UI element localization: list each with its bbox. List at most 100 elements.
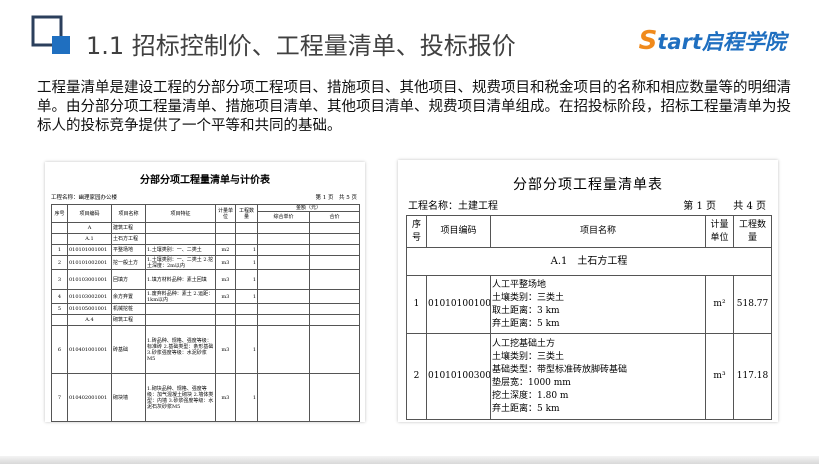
- header-row: 序号 项目编码 项目名称 计量单位 工程数量: [406, 215, 772, 248]
- column-header: 序号: [51, 204, 68, 223]
- table-cell: [308, 303, 361, 315]
- table-cell: 1.砌块品种、规格、强度等级：加气混凝土砌块 2.墙体类型：内墙 3.砂浆强度等…: [145, 373, 216, 422]
- column-header: 计量单位: [215, 204, 236, 223]
- page-total: 共 4 页: [733, 201, 766, 212]
- table-cell: 3: [51, 269, 68, 290]
- amount-header: 金额（元）: [256, 204, 361, 212]
- table-cell: [308, 244, 361, 256]
- table-row: A 建筑工程: [51, 222, 361, 234]
- table-cell: [145, 222, 216, 234]
- column-header: 序号: [406, 215, 427, 248]
- header-icon: [31, 15, 70, 54]
- table-cell: 2: [406, 333, 427, 420]
- table-cell: [235, 314, 258, 326]
- slide-title: 1.1 招标控制价、工程量清单、投标报价: [86, 32, 516, 60]
- table-cell: 1.砖品种、规格、强度等级：标准砖 2.基础类型：条形基础 3.砂浆强度等级：水…: [145, 325, 216, 374]
- table-cell: [257, 303, 310, 315]
- table-cell: [235, 233, 258, 245]
- table-cell: [257, 289, 310, 304]
- table-cell: [308, 255, 361, 270]
- page-info: 第 1 页 共 5 页: [315, 195, 358, 201]
- table-cell: m2: [215, 244, 236, 256]
- table-cell: [145, 233, 216, 245]
- header-row: 序号 项目编码 项目名称 项目特征 计量单位 工程数量 金额（元）: [51, 204, 361, 223]
- table-cell: [257, 325, 310, 374]
- column-header: 综合单价: [257, 211, 310, 223]
- footer-bar: [0, 456, 819, 464]
- table-cell: 010103002001: [67, 289, 112, 304]
- name-line: 基础类型：带型标准砖放脚砖基础: [492, 364, 628, 375]
- table-cell: 010101003001: [426, 333, 491, 420]
- table-row: 2 010101003001 人工挖基础土方 土壤类别：三类土基础类型：带型标准砖放脚…: [406, 333, 772, 420]
- logo: Start启程学院: [639, 26, 786, 56]
- table-cell: m3: [215, 373, 236, 422]
- table-cell: A.1: [67, 233, 112, 245]
- logo-text: tart启程学院: [657, 30, 786, 54]
- table-row: 2 010101002001 挖一般土方 1.土壤类别：一、二类土 2.挖土深度：2m…: [51, 255, 361, 270]
- table-cell: 010101001001: [67, 244, 112, 256]
- table-cell: 1.土壤类别：一、二类土: [145, 244, 216, 256]
- table-cell: [257, 269, 310, 290]
- pricing-table: 序号 项目编码 项目名称 项目特征 计量单位 工程数量 金额（元） 综合单价 合价 A 建筑工程 A.…: [51, 204, 361, 422]
- table-cell: [51, 314, 68, 326]
- table-cell: 建筑工程: [111, 222, 146, 234]
- table-cell: 人工挖基础土方 土壤类别：三类土基础类型：带型标准砖放脚砖基础 垫层宽：1000 m…: [490, 333, 706, 420]
- table-cell: 1: [235, 255, 258, 270]
- table-cell: m3: [215, 289, 236, 304]
- name-line: 人工挖基础土方: [492, 338, 556, 349]
- table-cell: [257, 255, 310, 270]
- table-cell: [215, 233, 236, 245]
- table-row: 1 010101001001 人工平整场地 土壤类别：三类土 取土距离：3 km 弃土距离…: [406, 275, 772, 334]
- name-line: 土壤类别：三类土: [492, 351, 565, 362]
- table-row: 1 010101001001 平整场地 1.土壤类别：一、二类土 m2 1: [51, 244, 361, 256]
- pricing-table-image: 分部分项工程量清单与计价表 工程名称：幽理家园办公楼 第 1 页 共 5 页 序…: [45, 162, 365, 422]
- table-cell: [308, 314, 361, 326]
- table-cell: 1: [51, 244, 68, 256]
- table-title: 分部分项工程量清单与计价表: [140, 175, 270, 186]
- table-row: 4 010103002001 余方弃置 1.废弃料品种：素土 2.运距：1km以内 m3…: [51, 289, 361, 304]
- table-cell: 2: [51, 255, 68, 270]
- table-cell: [51, 233, 68, 245]
- table-cell: 1.填方材料品种：素土回填: [145, 269, 216, 290]
- project-name: 工程名称：幽理家园办公楼: [51, 195, 118, 201]
- table-cell: 4: [51, 289, 68, 304]
- column-header: 合价: [308, 211, 361, 223]
- table-cell: [308, 233, 361, 245]
- name-line: 挖土深度：1.80 m: [492, 390, 569, 401]
- table-cell: 1: [235, 289, 258, 304]
- table-row: A.4 砌筑工程: [51, 314, 361, 326]
- quantity-table-image: 分部分项工程量清单表 工程名称：土建工程 第 1 页 共 4 页 序号 项目编码项…: [398, 160, 778, 422]
- table-cell: 人工平整场地 土壤类别：三类土 取土距离：3 km 弃土距离：5 km: [490, 275, 706, 334]
- table-cell: [235, 222, 258, 234]
- table-cell: m3: [215, 255, 236, 270]
- name-line: 取土距离：3 km: [492, 305, 560, 316]
- section-row: A.1 土石方工程: [406, 247, 772, 276]
- table-cell: 砌筑工程: [111, 314, 146, 326]
- name-line: 人工平整场地: [492, 279, 547, 290]
- table-cell: [308, 222, 361, 234]
- table-row: 6 010401001001 砖基础 1.砖品种、规格、强度等级：标准砖 2.基础类型…: [51, 325, 361, 374]
- table-row: 7 010402001001 砌块墙 1.砌块品种、规格、强度等级：加气混凝土砌块 2…: [51, 373, 361, 422]
- table-cell: 518.77: [733, 275, 772, 334]
- table-cell: m²: [705, 275, 734, 334]
- table-cell: 1: [406, 275, 427, 334]
- table-cell: 5: [51, 303, 68, 315]
- column-header: 项目特征: [145, 204, 216, 223]
- table-cell: 6: [51, 325, 68, 374]
- table-cell: 1.土壤类别：一、二类土 2.挖土深度：2m以内: [145, 255, 216, 270]
- table-cell: 010101002001: [67, 255, 112, 270]
- name-line: 垫层宽：1000 mm: [492, 377, 571, 388]
- table-cell: [235, 303, 258, 315]
- table-row: A.1 土石方工程: [51, 233, 361, 245]
- table-cell: 砖基础: [111, 325, 146, 374]
- logo-mark: S: [638, 26, 658, 56]
- table-cell: 010402001001: [67, 373, 112, 422]
- column-header: 计量单位: [705, 215, 734, 248]
- column-header: 项目编码: [67, 204, 112, 223]
- table-cell: 1: [235, 244, 258, 256]
- table-cell: 土石方工程: [111, 233, 146, 245]
- column-header: 项目名称: [111, 204, 146, 223]
- quantity-table: 序号 项目编码 项目名称 计量单位 工程数量 A.1 土石方工程 1 010101001001…: [406, 215, 772, 420]
- table-cell: 1: [235, 373, 258, 422]
